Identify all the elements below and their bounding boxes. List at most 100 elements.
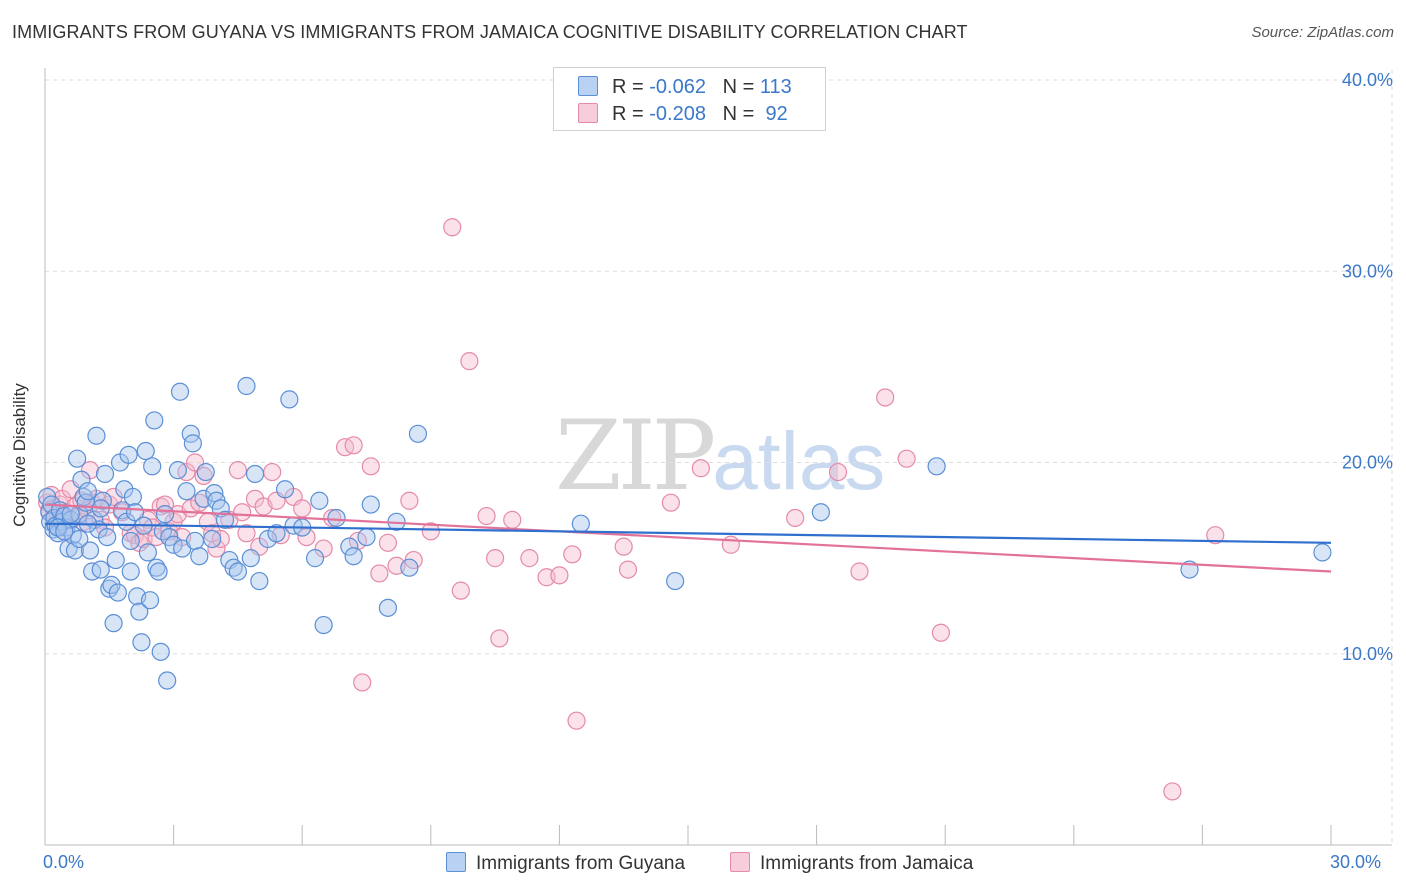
data-point [121, 562, 140, 581]
data-point [1206, 526, 1225, 545]
data-point [87, 426, 106, 445]
y-axis-label: Cognitive Disability [10, 383, 29, 527]
data-point [275, 480, 295, 499]
data-point [370, 564, 389, 583]
data-point [443, 218, 462, 237]
data-point [70, 529, 89, 549]
data-point [136, 441, 155, 461]
data-point [344, 547, 363, 566]
data-point [340, 537, 359, 556]
data-point [263, 462, 282, 482]
data-point [571, 514, 590, 533]
data-point [305, 549, 325, 568]
jamaica-n-value: 92 [765, 103, 788, 125]
data-point [78, 482, 97, 501]
source-credit: Source: ZipAtlas.com [1251, 24, 1394, 41]
data-point [170, 382, 190, 401]
data-point [241, 549, 260, 568]
data-point [811, 503, 830, 522]
data-point [119, 445, 138, 464]
data-point [357, 527, 376, 547]
jamaica-swatch [730, 852, 750, 872]
data-point [486, 549, 505, 568]
data-point [145, 411, 164, 430]
bottom-legend-jamaica: Immigrants from Jamaica [730, 852, 973, 875]
trend-lines [44, 503, 1332, 573]
data-point [215, 510, 235, 529]
data-point [68, 449, 87, 468]
data-point [897, 449, 916, 468]
stats-legend: R = -0.062 N = 113 R = -0.208 N = 92 [553, 67, 826, 131]
guyana-r-value: -0.062 [649, 76, 706, 98]
data-point [460, 352, 479, 371]
data-point [490, 629, 509, 648]
data-point [155, 495, 175, 514]
data-point [190, 547, 209, 566]
data-point [138, 543, 157, 562]
data-point [228, 461, 247, 480]
data-point [408, 424, 428, 443]
data-point [828, 462, 848, 482]
data-point [233, 503, 252, 522]
data-point [121, 531, 140, 551]
guyana-swatch [446, 852, 466, 872]
data-point [228, 562, 247, 581]
y-tick-label: 10.0% [1342, 644, 1393, 664]
data-point [550, 566, 569, 585]
guyana-n-value: 113 [759, 76, 792, 98]
guyana-legend-label: Immigrants from Guyana [476, 853, 686, 874]
data-point [98, 527, 117, 547]
jamaica-r-value: -0.208 [649, 103, 706, 125]
data-point [250, 571, 269, 591]
data-point [95, 464, 115, 484]
data-point [177, 482, 196, 501]
data-point [149, 562, 168, 581]
data-point [850, 562, 869, 581]
data-point [108, 583, 127, 602]
data-point [477, 506, 496, 526]
guyana-points [38, 376, 1332, 690]
r-label: R = [612, 103, 644, 125]
guyana-trend-line [44, 522, 1332, 544]
data-point [400, 558, 419, 577]
watermark-atlas: atlas [712, 416, 886, 507]
data-point [876, 388, 895, 407]
data-point [151, 642, 170, 661]
data-point [130, 602, 149, 621]
jamaica-legend-label: Immigrants from Jamaica [760, 853, 974, 874]
data-point [237, 376, 256, 396]
data-point [378, 598, 398, 617]
data-point [140, 591, 160, 610]
data-point [155, 505, 175, 524]
data-point [61, 505, 80, 524]
data-point [666, 571, 685, 591]
watermark: ZIPatlas [555, 400, 885, 512]
data-point [691, 459, 710, 478]
data-point [503, 510, 522, 529]
data-point [132, 633, 151, 652]
gridlines [45, 70, 1393, 845]
data-point [721, 535, 740, 554]
chart-title: IMMIGRANTS FROM GUYANA VS IMMIGRANTS FRO… [12, 22, 968, 42]
data-point [353, 673, 372, 692]
data-point [361, 457, 380, 476]
data-point [267, 524, 286, 543]
r-label: R = [612, 76, 644, 98]
data-point [314, 615, 333, 635]
data-point [207, 539, 226, 558]
axes [44, 68, 1392, 846]
y-tick-label: 30.0% [1342, 261, 1393, 281]
y-tick-labels: 10.0% 20.0% 30.0% 40.0% [1342, 70, 1393, 664]
data-point [661, 493, 680, 512]
data-point [293, 499, 312, 518]
data-point [310, 491, 329, 510]
data-point [196, 462, 215, 482]
y-tick-label: 40.0% [1342, 70, 1393, 90]
data-point [168, 461, 187, 480]
watermark-zip: ZIP [555, 400, 716, 512]
n-label: N = [722, 103, 755, 125]
guyana-swatch [578, 76, 598, 96]
data-point [104, 614, 123, 633]
data-point [614, 537, 633, 556]
